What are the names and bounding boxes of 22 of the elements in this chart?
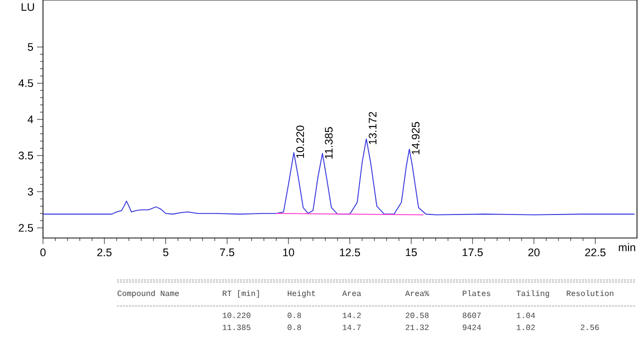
x-tick-label: 7.5 [220,248,234,256]
x-tick-label: 17.5 [462,248,483,256]
y-tick-label: 5 [28,43,34,51]
y-tick-label: 2.5 [18,224,34,232]
y-tick-label: 4.5 [18,79,34,88]
x-tick-label: 0 [40,248,46,256]
x-tick-label: 10 [283,248,294,256]
annotation: 14.925 [412,122,420,154]
x-tick-label: 22.5 [585,248,606,256]
y-tick-label: 3.5 [18,152,34,160]
x-tick-label: 2.5 [97,248,112,256]
x-tick-label: 20 [528,248,540,256]
y-tick-label: 3 [28,188,33,196]
x-tick-label: 5 [163,248,168,256]
y-tick-label: 4 [28,116,34,124]
x-axis-title: min [618,243,636,252]
x-tick-label: 15 [406,248,417,256]
annotation: 11.385 [324,127,333,159]
y-axis-title: LU [22,3,34,11]
annotation: 10.220 [296,126,304,158]
x-tick-label: 12.5 [340,248,360,256]
annotation: 13.172 [368,112,377,144]
